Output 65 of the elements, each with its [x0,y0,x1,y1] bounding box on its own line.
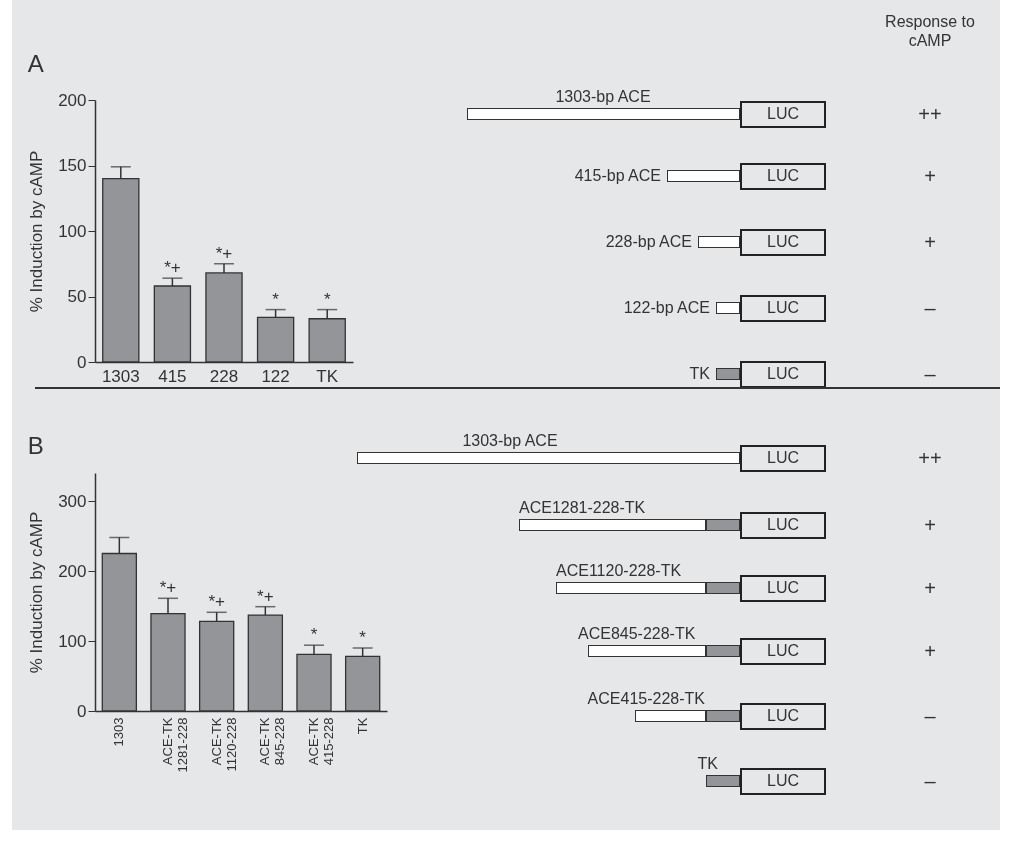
category-label: 1303-bp ACE [554,88,652,106]
category-label: – [924,705,936,727]
category-label: 415-bp ACE [573,167,661,185]
annotation: * [323,289,331,309]
category-label: 122-bp ACE [622,299,710,317]
category-label: ACE1120-228-TK [556,562,682,580]
luc-box: LUC [740,295,826,322]
chart-title: B [27,432,44,459]
luc-box: LUC [740,575,826,602]
category-label: – [924,363,936,385]
luc-box: LUC [740,768,826,795]
y-axis-title: % Induction by cAMP [27,511,47,674]
x-tick-label: ACE-TK 1120-228 [208,717,239,772]
luc-box: LUC [740,229,826,256]
x-tick-label: ACE-TK 845-228 [257,717,288,766]
text: Response to cAMP [884,12,976,50]
category-label: ACE845-228-TK [578,625,696,643]
luc-box: LUC [740,101,826,128]
category-label: + [924,640,936,662]
category-label: + [924,231,936,253]
y-tick-label: 200 [58,561,87,581]
category-label: ++ [918,103,942,125]
category-label: – [924,297,936,319]
category-label: – [924,770,936,792]
luc-box: LUC [740,445,826,472]
category-label: 1303-bp ACE [461,432,559,450]
x-tick-label: TK [354,717,370,735]
y-tick-label: 300 [58,491,87,511]
category-label: + [924,577,936,599]
x-tick-label: 415 [158,366,187,386]
x-tick-label: 228 [209,366,239,386]
category-label: + [924,165,936,187]
y-tick-label: 0 [77,352,87,372]
x-tick-label: 1303 [111,717,127,747]
x-tick-label: 1303 [101,366,140,386]
luc-box: LUC [740,361,826,388]
category-label: 228-bp ACE [604,233,692,251]
y-tick-label: 50 [67,287,87,306]
y-tick-label: 0 [77,701,87,721]
y-tick-label: 150 [58,156,87,175]
y-axis-title: % Induction by cAMP [27,150,47,313]
x-tick-label: 122 [261,366,290,386]
y-tick-label: 100 [58,631,87,651]
y-tick-label: 200 [58,90,87,110]
annotation: * [359,628,367,647]
chart-title: A [27,50,44,77]
annotation: * [310,625,318,645]
luc-box: LUC [740,163,826,190]
y-tick-label: 100 [58,221,87,241]
category-label: ACE1281-228-TK [519,499,646,517]
x-tick-label: ACE-TK 1281-228 [160,717,190,773]
annotation: *+ [257,586,274,606]
annotation: *+ [215,243,233,263]
x-tick-label: TK [316,366,339,386]
category-label: ACE415-228-TK [586,690,705,708]
luc-box: LUC [740,512,826,539]
x-tick-label: ACE-TK 415-228 [306,717,336,766]
category-label: + [924,514,936,536]
luc-box: LUC [740,638,826,665]
luc-box: LUC [740,703,826,730]
annotation: * [272,289,280,309]
annotation: *+ [159,578,177,598]
annotation: *+ [164,258,181,278]
annotation: *+ [208,592,226,612]
category-label: ++ [918,447,942,469]
